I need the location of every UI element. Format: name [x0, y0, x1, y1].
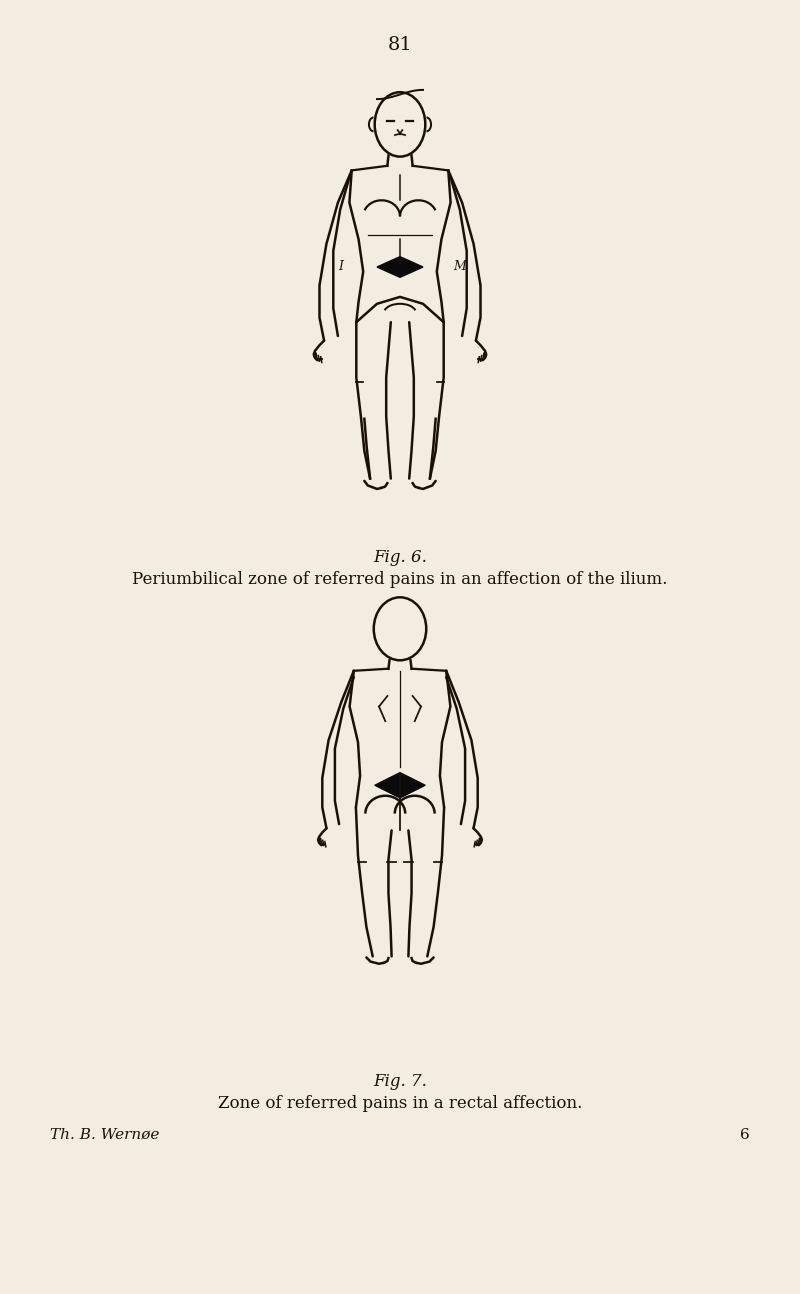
Text: Th. B. Wernøe: Th. B. Wernøe [50, 1128, 159, 1143]
Text: Zone of referred pains in a rectal affection.: Zone of referred pains in a rectal affec… [218, 1095, 582, 1112]
Polygon shape [374, 773, 426, 798]
Text: 81: 81 [388, 36, 412, 54]
Text: I: I [338, 260, 342, 273]
Text: M: M [454, 260, 466, 273]
Text: Fig. 7.: Fig. 7. [373, 1074, 427, 1091]
Text: 6: 6 [740, 1128, 750, 1143]
Polygon shape [377, 256, 423, 277]
Text: Periumbilical zone of referred pains in an affection of the ilium.: Periumbilical zone of referred pains in … [132, 572, 668, 589]
Text: Fig. 6.: Fig. 6. [373, 550, 427, 567]
